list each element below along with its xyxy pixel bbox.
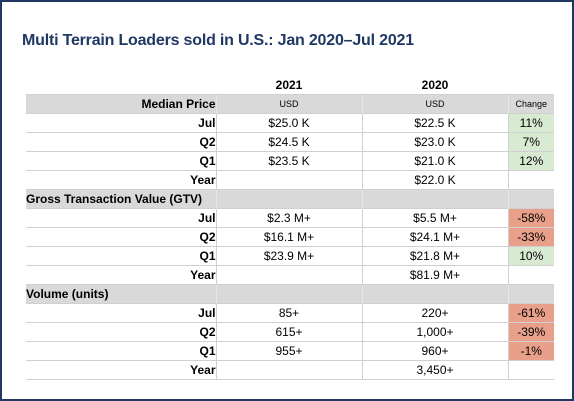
value-2020: 960+ (361, 341, 508, 361)
row-label: Q1 (26, 341, 216, 361)
section-title: Volume (units) (26, 284, 216, 304)
value-2020: $81.9 M+ (361, 265, 508, 285)
value-2020: 220+ (361, 303, 508, 323)
change-value: -58% (507, 208, 554, 228)
row-label: Year (26, 265, 216, 285)
value-2021 (215, 360, 362, 380)
value-2021: 85+ (215, 303, 362, 323)
header-blank (26, 76, 216, 95)
value-2021: $25.0 K (215, 113, 362, 133)
value-2020: $21.0 K (361, 151, 508, 171)
value-2021: $23.5 K (215, 151, 362, 171)
value-2020: $21.8 M+ (361, 246, 508, 266)
value-2020: $24.1 M+ (361, 227, 508, 247)
header-row: 2021 2020 (26, 76, 554, 95)
header-2021: 2021 (275, 78, 303, 92)
value-2020: $23.0 K (361, 132, 508, 152)
table-row: Year 3,450+ (26, 360, 554, 380)
value-2021 (215, 265, 362, 285)
section-blank (361, 284, 508, 304)
section-title: Gross Transaction Value (GTV) (26, 189, 216, 209)
section-blank (215, 284, 362, 304)
change-value: 12% (507, 151, 554, 171)
row-label: Q2 (26, 132, 216, 152)
row-label: Q2 (26, 227, 216, 247)
section-blank (215, 189, 362, 209)
unit-2021: USD (215, 94, 362, 114)
change-value: 11% (507, 113, 554, 133)
table-row: Q1 $23.5 K $21.0 K 12% (26, 151, 554, 171)
table-row: Year $22.0 K (26, 170, 554, 190)
value-2020: 3,450+ (361, 360, 508, 380)
header-change-blank (508, 76, 554, 95)
row-label: Jul (26, 303, 216, 323)
chart-title: Multi Terrain Loaders sold in U.S.: Jan … (22, 32, 414, 49)
value-2021: 615+ (215, 322, 362, 342)
data-table: 2021 2020 Median Price USD USD Change Jul $25… (26, 76, 554, 380)
table-row: Jul $2.3 M+ $5.5 M+ -58% (26, 208, 554, 228)
row-label: Jul (26, 208, 216, 228)
row-label: Q1 (26, 246, 216, 266)
value-2021: 955+ (215, 341, 362, 361)
unit-2020: USD (361, 94, 508, 114)
value-2021: $2.3 M+ (215, 208, 362, 228)
value-2020: $22.0 K (361, 170, 508, 190)
section-blank (361, 189, 508, 209)
change-value (507, 170, 554, 190)
table-row: Q2 $16.1 M+ $24.1 M+ -33% (26, 227, 554, 247)
change-value: -39% (507, 322, 554, 342)
table-row: Year $81.9 M+ (26, 265, 554, 285)
section-row: Gross Transaction Value (GTV) (26, 189, 554, 209)
value-2021: $24.5 K (215, 132, 362, 152)
header-2020: 2020 (421, 78, 449, 92)
table-row: Jul $25.0 K $22.5 K 11% (26, 113, 554, 133)
table-row: Q1 955+ 960+ -1% (26, 341, 554, 361)
value-2020: $5.5 M+ (361, 208, 508, 228)
row-label: Year (26, 360, 216, 380)
section-blank (507, 284, 554, 304)
value-2020: 1,000+ (361, 322, 508, 342)
value-2021: $16.1 M+ (215, 227, 362, 247)
section-title: Median Price (26, 94, 216, 114)
row-label: Q1 (26, 151, 216, 171)
change-value: -1% (507, 341, 554, 361)
section-blank (507, 189, 554, 209)
value-2020: $22.5 K (361, 113, 508, 133)
change-header: Change (507, 94, 554, 114)
table-row: Q1 $23.9 M+ $21.8 M+ 10% (26, 246, 554, 266)
change-value (507, 360, 554, 380)
row-label: Year (26, 170, 216, 190)
table-row: Q2 $24.5 K $23.0 K 7% (26, 132, 554, 152)
row-label: Q2 (26, 322, 216, 342)
change-value: -61% (507, 303, 554, 323)
change-value: 10% (507, 246, 554, 266)
section-row: Median Price USD USD Change (26, 94, 554, 114)
row-label: Jul (26, 113, 216, 133)
section-row: Volume (units) (26, 284, 554, 304)
table-body: 2021 2020 Median Price USD USD Change Jul $25… (26, 76, 554, 380)
change-value: 7% (507, 132, 554, 152)
value-2021 (215, 170, 362, 190)
change-value: -33% (507, 227, 554, 247)
table-row: Jul 85+ 220+ -61% (26, 303, 554, 323)
change-value (507, 265, 554, 285)
table-row: Q2 615+ 1,000+ -39% (26, 322, 554, 342)
value-2021: $23.9 M+ (215, 246, 362, 266)
